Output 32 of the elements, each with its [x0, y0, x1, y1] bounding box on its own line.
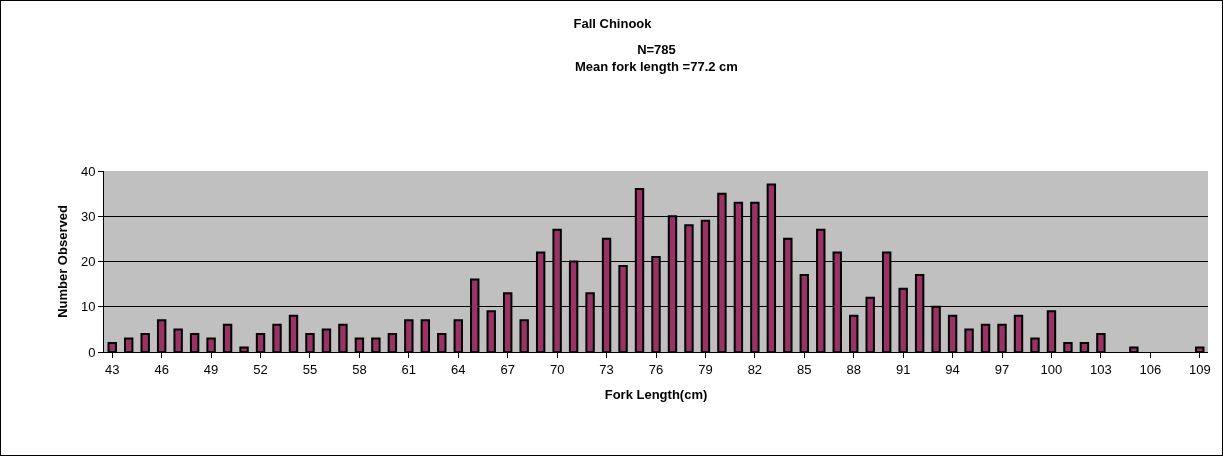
y-tick-label: 0 — [88, 344, 96, 360]
x-tick-label: 88 — [846, 361, 861, 377]
x-tick-label: 58 — [352, 361, 367, 377]
x-tick-label: 43 — [105, 361, 120, 377]
x-tick-label: 82 — [747, 361, 763, 377]
x-tick-label: 91 — [895, 361, 911, 377]
x-tick-label: 85 — [797, 361, 812, 377]
x-tick-label: 64 — [451, 361, 466, 377]
y-tick-label: 10 — [80, 299, 96, 315]
x-tick-label: 103 — [1090, 361, 1112, 377]
x-tick-label: 70 — [549, 361, 565, 377]
x-tick-label: 109 — [1188, 361, 1211, 377]
x-tick-label: 67 — [500, 361, 515, 377]
x-tick-label: 73 — [599, 361, 614, 377]
chart-subtitle: N=785 Mean fork length =77.2 cm — [575, 42, 738, 74]
y-tick-label: 20 — [80, 254, 96, 270]
y-tick-label: 40 — [80, 163, 96, 179]
x-tick-label: 106 — [1139, 361, 1162, 377]
x-tick-label: 52 — [253, 361, 268, 377]
y-axis-title: Number Observed — [54, 205, 70, 318]
chart-title: Fall Chinook — [573, 16, 653, 32]
x-tick-label: 97 — [994, 361, 1010, 377]
x-tick-label: 79 — [698, 361, 713, 377]
x-tick-label: 100 — [1040, 361, 1063, 377]
x-tick-label: 61 — [401, 361, 417, 377]
y-tick-label: 30 — [80, 208, 96, 224]
x-tick-label: 49 — [203, 361, 219, 377]
x-tick-label: 76 — [648, 361, 664, 377]
x-tick-label: 94 — [945, 361, 960, 377]
x-tick-label: 46 — [154, 361, 169, 377]
x-tick-label: 55 — [302, 361, 318, 377]
x-axis-title: Fork Length(cm) — [604, 387, 708, 403]
